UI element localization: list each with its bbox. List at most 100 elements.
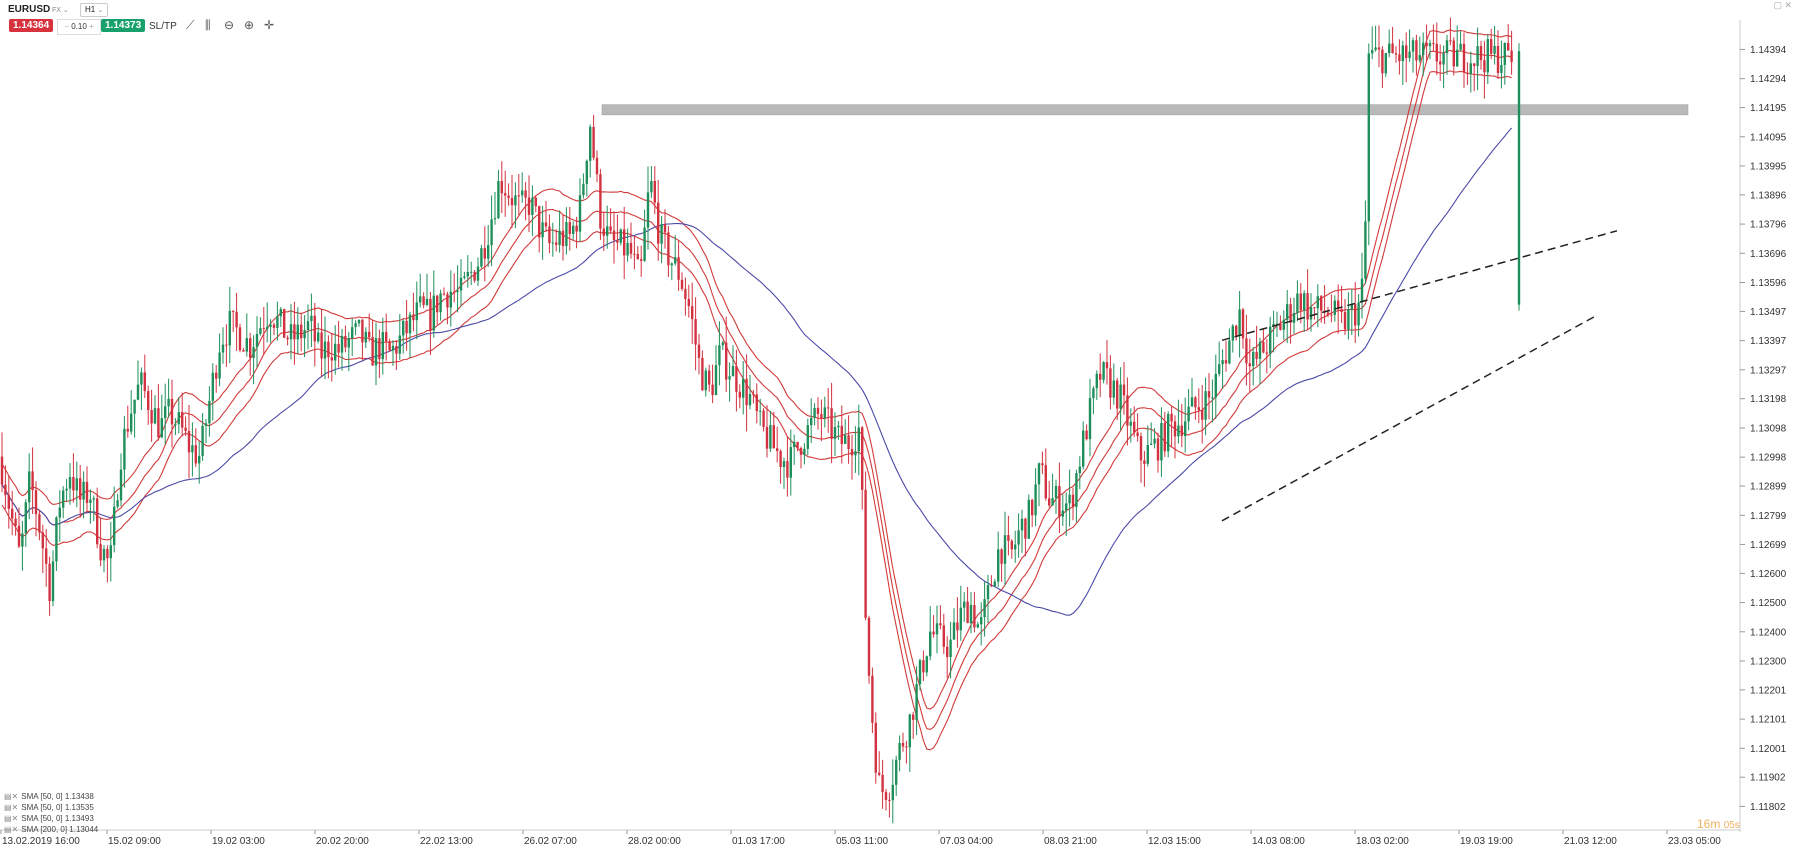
timer-seconds: 05s — [1723, 820, 1740, 831]
candle-body — [1258, 341, 1262, 359]
candle-body — [310, 315, 313, 322]
trendlines — [1221, 230, 1618, 522]
market-type-label[interactable]: FX ⌄ — [52, 6, 69, 14]
candle-body — [68, 477, 72, 489]
candle-body — [497, 181, 500, 219]
candle-body — [164, 406, 167, 419]
zoom-in-icon[interactable]: ⊕ — [244, 18, 255, 32]
indicator-settings-icon[interactable]: ▤✕ — [4, 814, 19, 823]
timeframe-select[interactable]: H1 ⌄ — [80, 3, 109, 17]
increase-volume-button[interactable]: + — [89, 22, 94, 31]
candle-body — [793, 441, 796, 448]
indicator-settings-icon[interactable]: ▤✕ — [4, 803, 19, 812]
candle-body — [262, 328, 265, 330]
candle-body — [1146, 444, 1149, 464]
y-tick-label: 1.14394 — [1750, 45, 1787, 56]
candle-body — [1194, 397, 1197, 408]
candle-body — [796, 441, 799, 449]
candle-body — [1320, 296, 1323, 311]
candle-body — [1469, 63, 1472, 74]
candle-body — [595, 157, 599, 175]
crosshair-icon[interactable]: ✛ — [264, 18, 275, 32]
candle-body — [908, 714, 911, 748]
candle-body — [1088, 398, 1092, 440]
candle-body — [725, 342, 728, 380]
candle-body — [272, 324, 276, 328]
candle-body — [1275, 323, 1279, 325]
volume-value: 0.10 — [71, 22, 87, 31]
candles-icon[interactable]: ⫼ — [205, 18, 211, 32]
candle-body — [106, 548, 109, 559]
sltp-button[interactable]: SL/TP — [149, 21, 177, 32]
candle-body — [1112, 380, 1115, 398]
candle-body — [340, 335, 344, 353]
candle-body — [674, 257, 677, 264]
candle-body — [1109, 368, 1112, 398]
zoom-out-icon[interactable]: ⊖ — [224, 18, 235, 32]
candle-body — [854, 451, 857, 456]
window-controls-icon[interactable]: ▢ ✕ — [1773, 0, 1792, 10]
candle-body — [123, 428, 126, 470]
candle-body — [1133, 421, 1136, 433]
candle-body — [667, 232, 670, 266]
candle-body — [1357, 302, 1360, 326]
candle-body — [544, 222, 548, 227]
candle-body — [38, 514, 41, 533]
legend-label: SMA [50, 0] 1.13438 — [21, 792, 94, 801]
candle-body — [915, 684, 918, 720]
candle-body — [623, 229, 626, 256]
line-chart-icon[interactable]: ⟋ — [186, 18, 195, 32]
sell-price-button[interactable]: 1.14364 — [9, 19, 54, 32]
candle-body — [1422, 42, 1425, 56]
candle-body — [1129, 421, 1132, 426]
candle-body — [568, 222, 571, 235]
candle-body — [177, 412, 180, 425]
candle-body — [412, 314, 415, 321]
decrease-volume-button[interactable]: − — [64, 22, 69, 31]
indicator-settings-icon[interactable]: ▤✕ — [4, 825, 19, 834]
legend-item[interactable]: ▤✕ SMA [50, 0] 1.13493 — [4, 813, 98, 824]
candle-body — [1269, 326, 1272, 354]
candle-body — [932, 631, 935, 635]
candle-body — [320, 332, 323, 359]
candle-body — [517, 195, 520, 197]
candle-body — [293, 324, 296, 340]
candle-body — [1156, 438, 1160, 461]
legend-item[interactable]: ▤✕ SMA [200, 0] 1.13044 — [4, 824, 98, 835]
candle-body — [616, 240, 619, 243]
candle-body — [286, 337, 289, 340]
candle-body — [1425, 42, 1428, 47]
x-tick-label: 20.02 20:00 — [316, 836, 369, 847]
candle-body — [922, 660, 925, 673]
candle-body — [1163, 422, 1166, 452]
candle-body — [116, 500, 119, 507]
candle-body — [1119, 384, 1122, 409]
candle-body — [745, 378, 748, 406]
candle-body — [1296, 293, 1299, 313]
candle-body — [1078, 466, 1081, 474]
candle-body — [721, 342, 724, 346]
buy-price-button[interactable]: 1.14373 — [101, 19, 146, 32]
candle-body — [170, 398, 174, 425]
candle-body — [1330, 314, 1333, 316]
candle-body — [306, 321, 310, 331]
candle-body — [1313, 307, 1316, 309]
symbol-label[interactable]: EURUSD — [8, 4, 51, 15]
candle-body — [993, 581, 996, 587]
candle-body — [742, 378, 745, 398]
candle-body — [946, 646, 949, 658]
candle-body — [891, 784, 894, 801]
candle-body — [1221, 360, 1224, 365]
candle-body — [238, 327, 242, 351]
x-tick-label: 14.03 08:00 — [1252, 836, 1305, 847]
legend-item[interactable]: ▤✕ SMA [50, 0] 1.13535 — [4, 802, 98, 813]
candle-body — [130, 413, 133, 432]
candle-body — [1517, 51, 1521, 305]
candle-body — [449, 291, 452, 308]
legend-item[interactable]: ▤✕ SMA [50, 0] 1.13438 — [4, 791, 98, 802]
candle-body — [643, 227, 646, 261]
indicator-settings-icon[interactable]: ▤✕ — [4, 792, 19, 801]
candle-body — [840, 425, 843, 444]
volume-input[interactable]: − 0.10 + — [57, 19, 101, 35]
